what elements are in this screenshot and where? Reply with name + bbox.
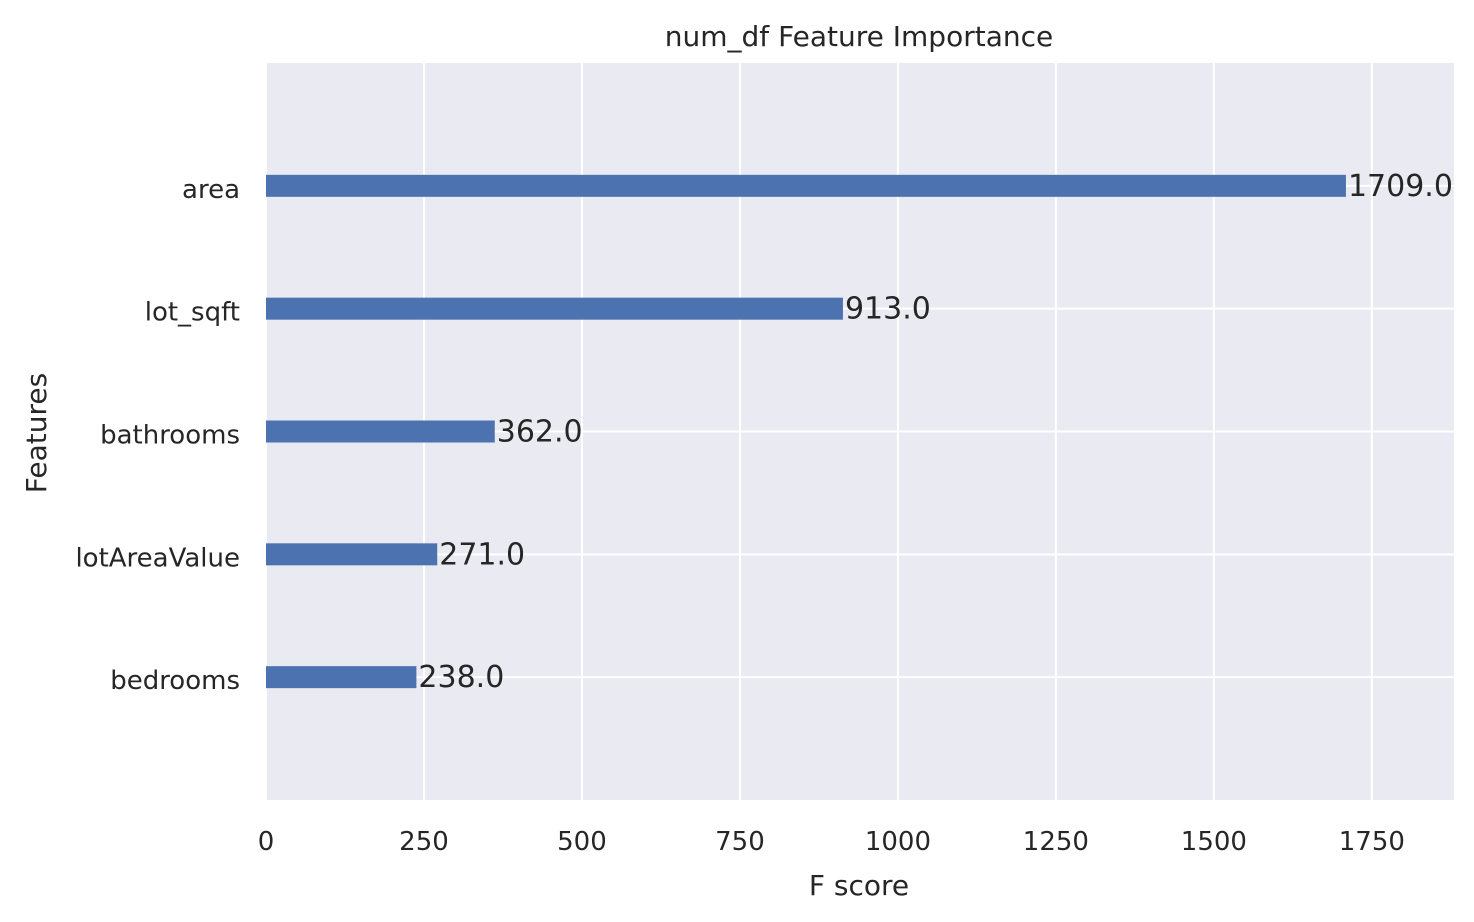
bar-lotAreaValue — [266, 543, 438, 566]
bar-bathrooms — [266, 420, 495, 443]
data-label-bathrooms: 362.0 — [497, 415, 583, 450]
chart-title: num_df Feature Importance — [665, 20, 1053, 53]
bar-area — [266, 174, 1346, 197]
x-tick-labels: 0 250 500 750 1000 1250 1500 1750 — [258, 827, 1405, 857]
x-tick-label: 1000 — [865, 827, 931, 857]
y-axis-title: Features — [20, 373, 53, 493]
x-tick-label: 750 — [715, 827, 765, 857]
category-labels: bedrooms lotAreaValue bathrooms lot_sqft are… — [75, 175, 240, 696]
x-tick-label: 1750 — [1339, 827, 1405, 857]
data-label-lot_sqft: 913.0 — [845, 292, 931, 327]
category-label-bathrooms: bathrooms — [100, 421, 240, 451]
data-labels: 238.0 271.0 362.0 913.0 1709.0 — [418, 169, 1453, 695]
x-tick-label: 1500 — [1181, 827, 1247, 857]
category-label-lotAreaValue: lotAreaValue — [75, 543, 240, 573]
bar-bedrooms — [266, 666, 417, 689]
x-axis-title: F score — [809, 869, 909, 902]
data-label-bedrooms: 238.0 — [418, 660, 504, 695]
data-label-area: 1709.0 — [1348, 169, 1453, 204]
category-label-bedrooms: bedrooms — [110, 666, 240, 696]
x-tick-label: 250 — [399, 827, 449, 857]
category-label-lot_sqft: lot_sqft — [145, 298, 240, 328]
x-tick-label: 0 — [258, 827, 275, 857]
bar-lot_sqft — [266, 297, 843, 320]
bars — [266, 174, 1346, 689]
x-tick-label: 500 — [557, 827, 607, 857]
category-label-area: area — [182, 175, 240, 205]
x-tick-label: 1250 — [1023, 827, 1089, 857]
data-label-lotAreaValue: 271.0 — [439, 537, 525, 572]
